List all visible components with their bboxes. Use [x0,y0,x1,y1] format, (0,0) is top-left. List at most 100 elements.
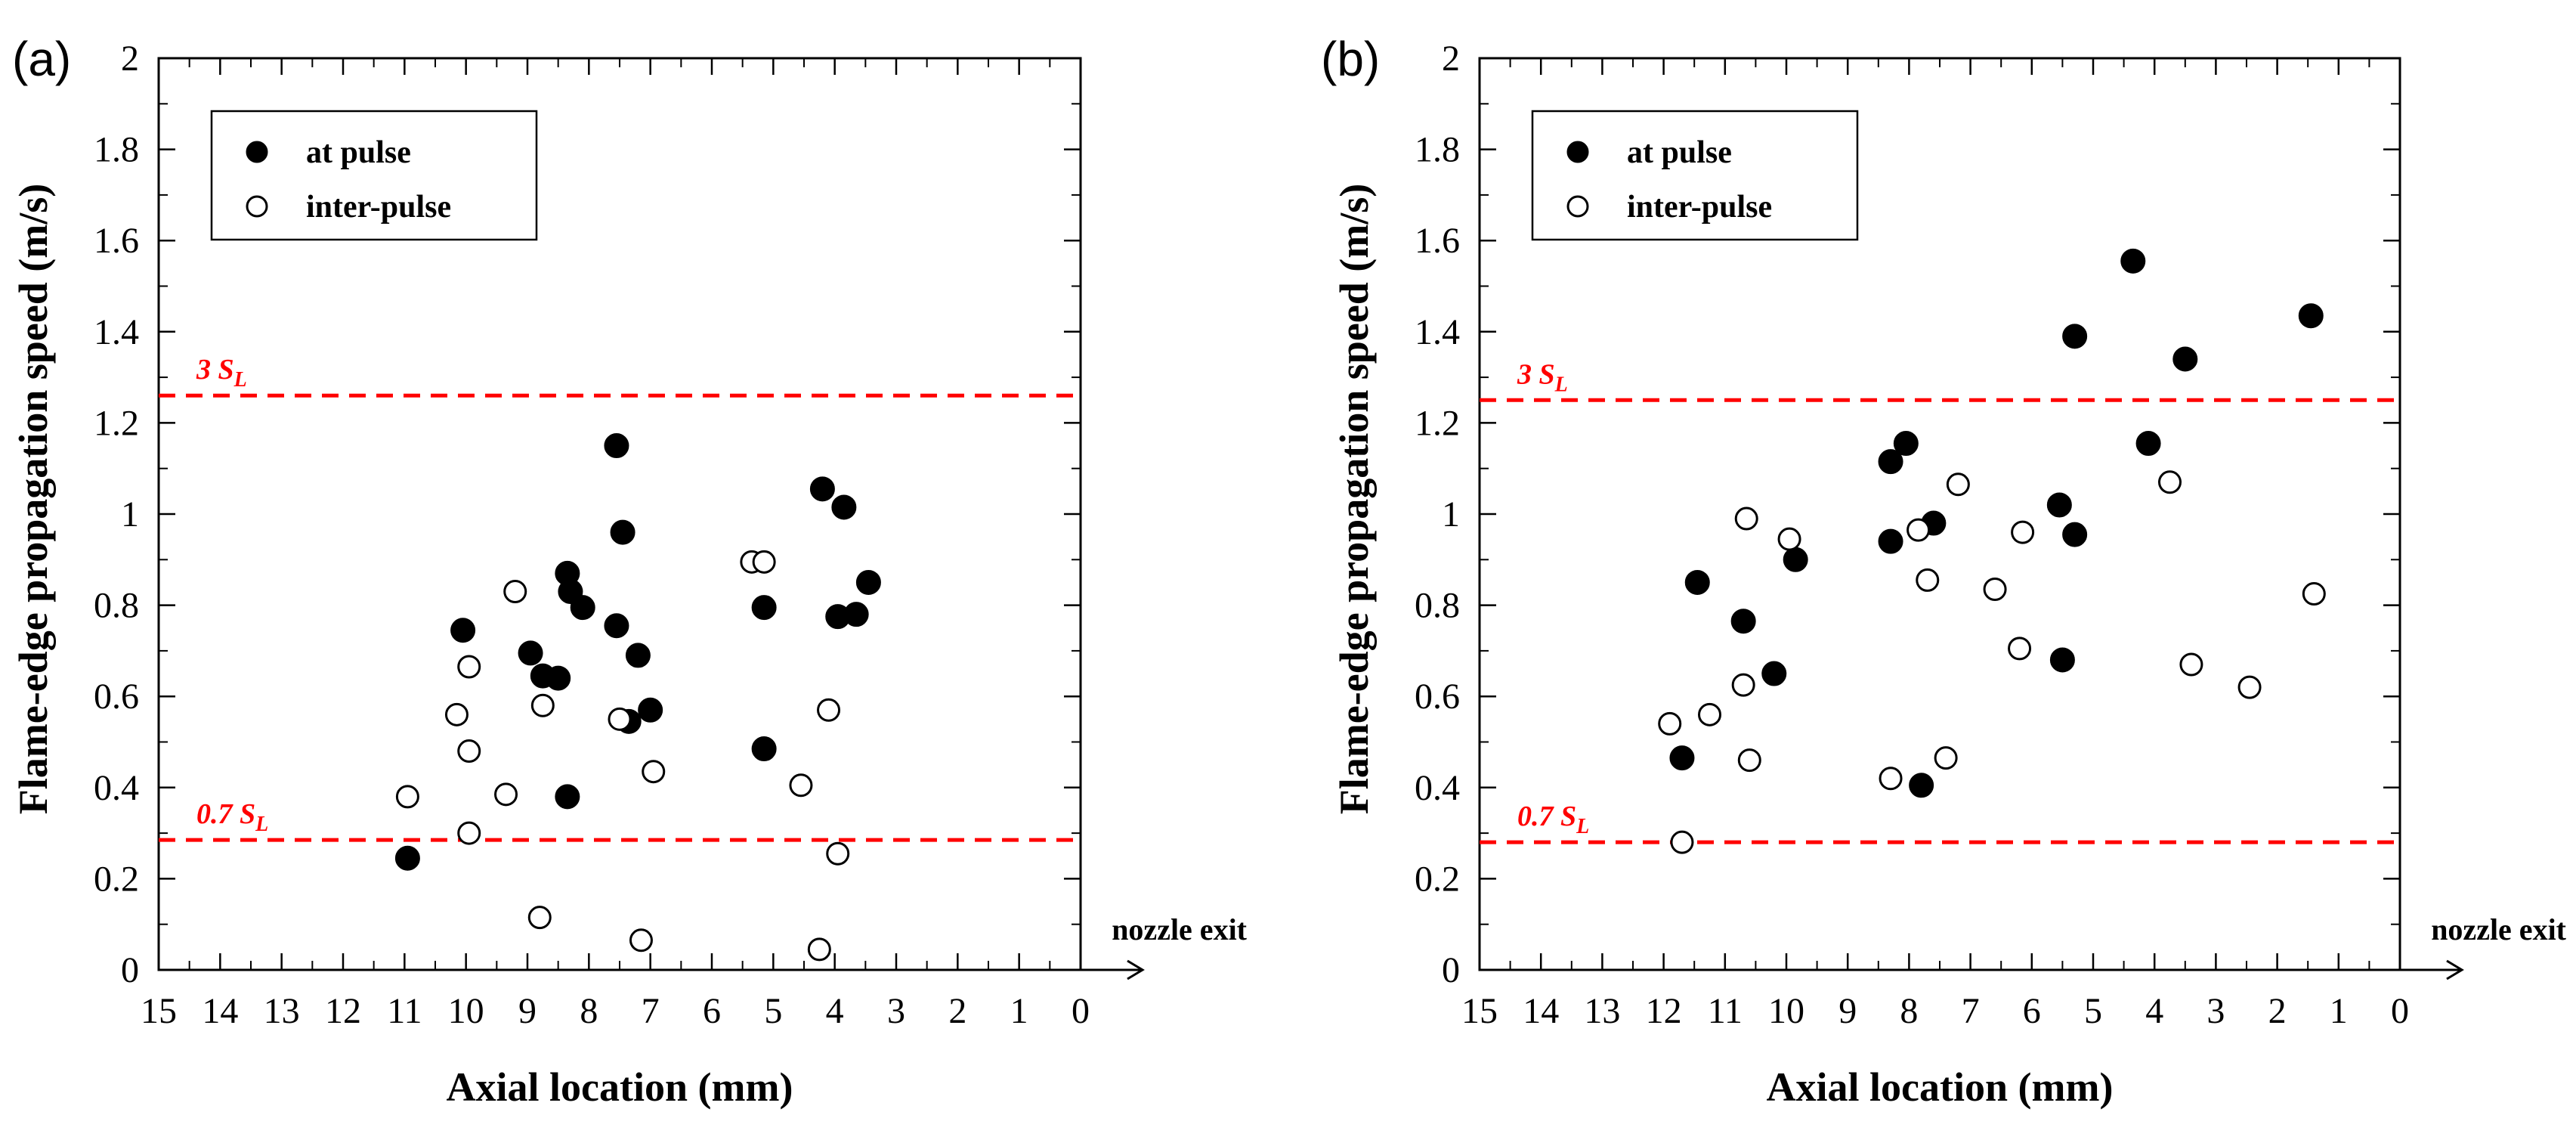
y-tick-label: 2 [1442,39,1460,79]
x-tick-label: 13 [264,991,300,1031]
x-tick-label: 6 [2023,991,2041,1031]
data-point-inter-pulse [2011,520,2035,544]
y-tick-label: 0.4 [1415,768,1460,808]
x-tick-label: 5 [2084,991,2102,1031]
nozzle-exit-label: nozzle exit [2431,912,2566,946]
data-point-at-pulse [2049,647,2075,673]
data-point-at-pulse [831,494,857,520]
x-axis-title: Axial location (mm) [1767,1064,2114,1110]
data-point-at-pulse [751,736,777,762]
ref-label-subscript: L [1576,815,1589,838]
data-point-inter-pulse [2158,470,2182,494]
x-axis-title: Axial location (mm) [447,1064,793,1110]
panel-label: (b) [1321,32,1380,86]
x-tick-label: 5 [764,991,782,1031]
data-point-inter-pulse [1946,472,1970,497]
legend-marker-open [246,195,268,218]
x-tick-label: 10 [448,991,484,1031]
data-point-at-pulse [1761,661,1787,686]
x-tick-label: 12 [325,991,361,1031]
y-tick-label: 1.8 [94,130,139,170]
y-tick-label: 2 [121,39,139,79]
data-point-at-pulse [1669,745,1695,771]
ref-label-07sl: 0.7 SL [196,798,268,836]
ref-label-3sl: 3 SL [196,354,247,392]
y-tick-label: 0.6 [94,677,139,717]
data-point-inter-pulse [457,655,481,679]
ref-label-3sl: 3 SL [1517,358,1568,396]
y-tick-label: 1 [121,494,139,534]
y-axis-title: Flame-edge propagation speed (m/s) [1331,184,1377,814]
x-tick-label: 3 [2206,991,2225,1031]
data-point-at-pulse [2062,522,2088,547]
data-point-at-pulse [2046,492,2072,518]
data-point-inter-pulse [789,773,813,798]
data-point-inter-pulse [1879,767,1903,791]
legend-marker-open [1566,195,1589,218]
y-tick-label: 1 [1442,494,1460,534]
x-tick-label: 11 [1708,991,1743,1031]
data-point-inter-pulse [2179,652,2203,677]
y-tick-label: 0.8 [1415,586,1460,626]
x-tick-label: 11 [387,991,422,1031]
ref-label-subscript: L [1554,373,1568,396]
data-point-inter-pulse [629,928,653,952]
y-tick-label: 1.4 [94,312,139,352]
data-point-inter-pulse [1737,748,1761,773]
x-tick-label: 7 [642,991,660,1031]
nozzle-exit-arrowhead [2446,959,2464,980]
data-point-at-pulse [1878,528,1903,554]
x-tick-label: 4 [826,991,844,1031]
data-point-at-pulse [809,476,835,502]
data-point-inter-pulse [752,550,776,574]
legend-box [1531,110,1859,241]
data-point-at-pulse [2120,248,2146,274]
data-point-at-pulse [394,845,420,871]
data-point-inter-pulse [642,760,666,784]
data-point-inter-pulse [1734,506,1758,531]
data-point-inter-pulse [608,707,632,731]
data-point-at-pulse [1730,609,1756,634]
data-point-inter-pulse [395,785,419,809]
data-point-inter-pulse [530,693,555,717]
x-tick-label: 9 [518,991,537,1031]
data-point-at-pulse [638,697,663,723]
data-point-inter-pulse [2302,582,2326,606]
y-axis-title: Flame-edge propagation speed (m/s) [11,184,56,814]
y-tick-label: 0.2 [1415,859,1460,899]
data-point-inter-pulse [2008,637,2032,661]
legend-box [210,110,538,241]
y-tick-label: 1.2 [1415,403,1460,443]
data-point-inter-pulse [1983,577,2007,601]
y-tick-label: 1.4 [1415,312,1460,352]
x-tick-label: 12 [1646,991,1682,1031]
data-point-at-pulse [2135,431,2161,457]
data-point-at-pulse [546,665,571,691]
y-tick-label: 1.2 [94,403,139,443]
data-point-at-pulse [1893,431,1919,457]
data-point-inter-pulse [1777,527,1801,551]
data-point-at-pulse [570,595,595,621]
data-point-at-pulse [625,643,651,668]
x-tick-label: 2 [2268,991,2287,1031]
legend-marker-filled [1566,141,1589,163]
ref-label-07sl: 0.7 SL [1517,801,1589,838]
legend-label-inter-pulse: inter-pulse [306,190,451,225]
data-point-inter-pulse [1731,673,1755,697]
data-point-at-pulse [1684,569,1710,595]
data-point-inter-pulse [1906,518,1931,542]
y-tick-label: 0.6 [1415,677,1460,717]
x-tick-label: 4 [2145,991,2163,1031]
x-tick-label: 8 [580,991,598,1031]
x-tick-label: 3 [887,991,905,1031]
x-tick-label: 1 [2330,991,2348,1031]
x-tick-label: 0 [1072,991,1090,1031]
legend-label-inter-pulse: inter-pulse [1627,190,1772,225]
panel-a: (a)15 14 13 12 11 10 9 8 7 6 5 4 3 2 1 000.20.40.60.811… [11,32,1248,1110]
x-tick-label: 13 [1584,991,1620,1031]
y-tick-label: 0 [1442,950,1460,990]
data-point-inter-pulse [826,841,850,866]
x-tick-label: 14 [202,991,238,1031]
data-point-at-pulse [1878,449,1903,475]
data-point-at-pulse [604,433,629,459]
